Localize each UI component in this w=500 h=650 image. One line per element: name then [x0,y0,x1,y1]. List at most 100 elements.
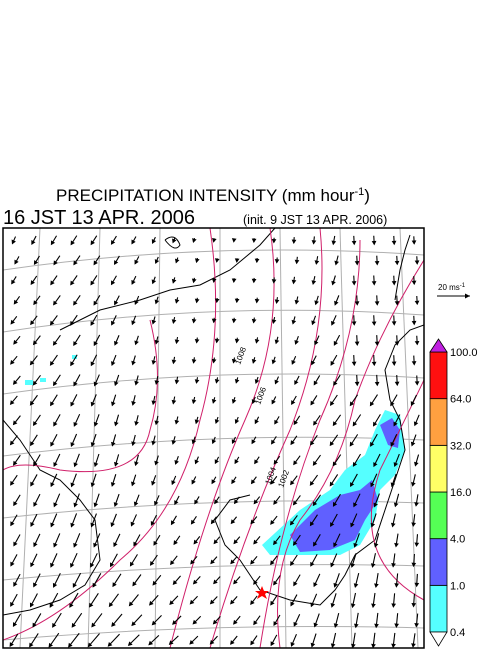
wind-arrow-head [193,539,199,545]
wind-arrow-head [414,582,420,588]
wind-arrow-head [29,602,35,608]
wind-arrow-head [114,381,119,387]
wind-arrow-head [69,602,74,608]
wind-arrow-head [32,340,38,346]
wind-arrow-head [53,381,58,387]
wind-arrow-head [209,599,215,605]
wind-arrow-head [212,237,217,243]
wind-arrow-head [174,339,180,345]
wind-arrow-head [393,462,399,467]
wind-arrow-head [194,338,200,344]
init-time: (init. 9 JST 13 APR. 2006) [243,213,387,227]
wind-arrow-head [312,501,318,507]
wind-arrow-head [214,459,219,465]
wind-arrow-head [410,401,416,407]
wind-arrow-head [151,440,156,446]
wind-arrow-head [131,320,136,326]
wind-arrow-head [310,642,316,648]
wind-arrow-head [291,400,296,406]
wind-arrow-head [128,601,134,607]
wind-arrow-head [151,620,157,626]
wind-arrow-head [90,280,95,286]
wind-arrow-head [29,642,34,648]
wind-arrow-head [174,460,179,465]
wind-arrow-head [150,520,156,526]
wind-arrow-head [191,278,197,284]
wind-arrow-head [131,481,136,487]
wind-arrow-head [312,460,318,466]
wind-arrow-head [211,399,217,404]
wind-arrow-head [353,583,359,589]
wind-arrow-head [131,279,136,285]
wind-arrow-head [251,399,257,405]
wind-arrow-head [113,502,119,507]
wind-arrow-head [414,381,420,386]
wind-arrow-head [209,639,215,645]
wind-arrow-head [191,479,196,485]
wind-arrow-head [211,278,217,283]
wind-arrow-head [87,642,93,648]
wind-arrow-head [70,482,75,488]
wind-arrow-head [231,318,237,324]
wind-arrow-head [390,401,395,407]
wind-arrow-head [50,522,55,528]
wind-scale-head [465,293,470,299]
wind-arrow-head [230,559,235,565]
wind-arrow-head [154,500,159,506]
coastline [3,228,424,616]
wind-arrow-head [89,602,94,608]
colorbar-tick-label: 1.0 [450,580,465,592]
wind-arrow-head [313,541,318,547]
wind-arrow-head [53,421,58,427]
wind-arrow-head [90,240,95,246]
wind-arrow-head [191,318,197,324]
wind-arrow-head [214,338,220,344]
wind-arrow-head [250,559,255,565]
wind-arrow-head [10,359,15,365]
wind-arrow-head [394,583,400,588]
wind-arrow-head [151,279,157,285]
isobars [3,228,424,648]
wind-arrow-head [413,421,419,427]
wind-arrow-head [12,420,18,426]
wind-arrow-head [211,479,216,485]
wind-arrow-head [370,441,375,447]
wind-arrow-head [351,361,357,367]
wind-arrow-head [233,579,238,585]
wind-arrow-head [374,381,380,387]
wind-arrow-head [171,440,177,445]
wind-arrow-head [231,479,236,485]
isobar-label: 1008 [233,345,248,365]
wind-arrow-head [70,320,75,326]
wind-arrow-head [373,543,379,548]
wind-arrow-head [190,559,195,565]
wind-arrow-head [32,622,37,628]
wind-arrow-head [371,281,377,286]
wind-arrow-head [271,359,277,365]
wind-arrow-head [313,420,318,426]
wind-arrow-head [154,259,160,265]
wind-arrow-head [13,299,19,305]
wind-arrow-head [330,360,335,366]
wind-arrow-head [233,499,239,505]
colorbar-segment [429,538,448,586]
wind-arrow-head [394,623,400,628]
wind-arrow-head [352,461,358,467]
wind-arrow-head [214,298,220,304]
wind-arrow-head [30,522,35,527]
wind-arrow-head [151,400,157,406]
wind-arrow-head [210,559,215,565]
wind-arrow-head [234,258,240,263]
wind-arrow-head [394,381,400,387]
wind-arrow-head [274,379,279,385]
wind-arrow-head [50,240,56,246]
wind-arrow-head [253,499,259,505]
wind-arrow-head [108,602,114,608]
wind-arrow-head [274,299,280,304]
wind-arrow-head [390,482,396,488]
wind-arrow-head [49,602,54,608]
wind-arrow-head [131,239,136,245]
wind-arrow-head [393,502,399,508]
wind-arrow-head [91,622,96,628]
wind-arrow-head [394,301,400,306]
